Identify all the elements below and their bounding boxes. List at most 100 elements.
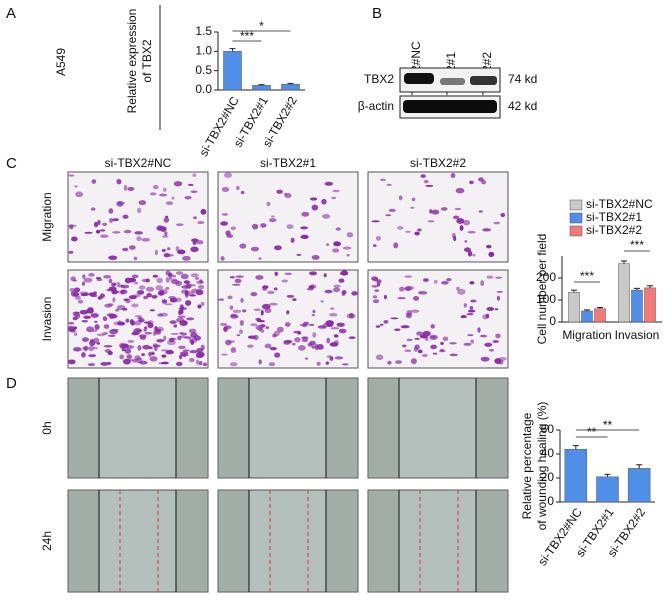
cell (165, 201, 174, 205)
cell (250, 246, 260, 252)
cell (418, 291, 428, 295)
cell (469, 305, 474, 310)
cell (107, 350, 113, 356)
cell (349, 312, 354, 319)
cell (486, 244, 492, 249)
cell (148, 346, 153, 349)
column-label: si-TBX2#NC (105, 156, 172, 170)
significance: *** (240, 29, 254, 43)
cell (200, 208, 207, 215)
cell (340, 270, 349, 276)
cell (253, 308, 261, 311)
cell (143, 295, 149, 300)
y-axis-label: Cell number per field (535, 234, 549, 345)
cell (160, 349, 168, 352)
cell (296, 253, 302, 256)
cell (103, 345, 113, 348)
cell (397, 226, 404, 230)
cell (126, 354, 133, 360)
cell (398, 195, 403, 201)
cell (153, 344, 161, 348)
cell (255, 324, 264, 331)
cell (371, 220, 380, 223)
cell-sheet (219, 379, 249, 477)
cell (190, 339, 195, 345)
cell (336, 322, 345, 327)
cell (334, 356, 344, 360)
cell (293, 330, 301, 334)
cell (95, 229, 101, 234)
cell (138, 200, 147, 206)
cell (488, 251, 495, 258)
cell (108, 208, 114, 214)
cell (223, 172, 232, 178)
cell (394, 328, 401, 332)
cell-sheet (369, 491, 399, 591)
cell (425, 184, 434, 187)
cell (371, 285, 379, 288)
legend-label: si-TBX2#1 (586, 210, 642, 224)
cell (122, 247, 129, 252)
cell (67, 359, 76, 365)
cell (494, 276, 503, 279)
cell (404, 275, 413, 278)
cell (170, 337, 177, 340)
cell (120, 284, 130, 289)
error-bar (571, 289, 577, 293)
cell (333, 339, 339, 346)
cell (137, 290, 145, 295)
cell (342, 246, 352, 250)
cell (266, 201, 271, 207)
cell (137, 207, 142, 214)
cell (185, 300, 192, 306)
cell (260, 329, 265, 333)
cell (463, 303, 467, 308)
bar (594, 308, 606, 323)
cell (429, 336, 437, 339)
cell (258, 257, 262, 260)
cell (224, 325, 232, 330)
cell (310, 197, 318, 201)
cell (83, 292, 89, 296)
cell (119, 289, 128, 295)
cell (88, 272, 95, 277)
cell (86, 326, 94, 333)
cell (383, 320, 389, 324)
cell (108, 278, 113, 284)
cell (446, 278, 452, 282)
bar (223, 51, 242, 91)
cell (417, 228, 422, 232)
error-bar (636, 464, 643, 469)
cell (292, 298, 297, 301)
legend-swatch (569, 225, 583, 237)
cell (200, 301, 205, 306)
cell (220, 221, 229, 226)
error-bar (572, 445, 579, 450)
cell (390, 317, 399, 320)
cell (152, 295, 157, 299)
cell (414, 231, 420, 236)
cell (162, 187, 167, 192)
cell-line: A549 (54, 48, 68, 76)
cell (123, 229, 132, 234)
cell (464, 240, 468, 243)
cell (185, 283, 192, 289)
cell (134, 231, 143, 235)
cell (250, 292, 258, 297)
cell (324, 181, 334, 186)
cell (184, 195, 192, 200)
cell (112, 297, 116, 303)
cell (441, 280, 449, 285)
cell (423, 179, 429, 184)
cell (135, 357, 143, 364)
cell (346, 232, 354, 238)
cell (91, 179, 97, 184)
cell (308, 285, 315, 289)
cell (260, 223, 267, 228)
cell (108, 218, 114, 223)
cell (88, 354, 97, 358)
cell (165, 286, 170, 290)
cell (220, 353, 228, 356)
cell (324, 289, 333, 294)
cell (220, 322, 228, 326)
